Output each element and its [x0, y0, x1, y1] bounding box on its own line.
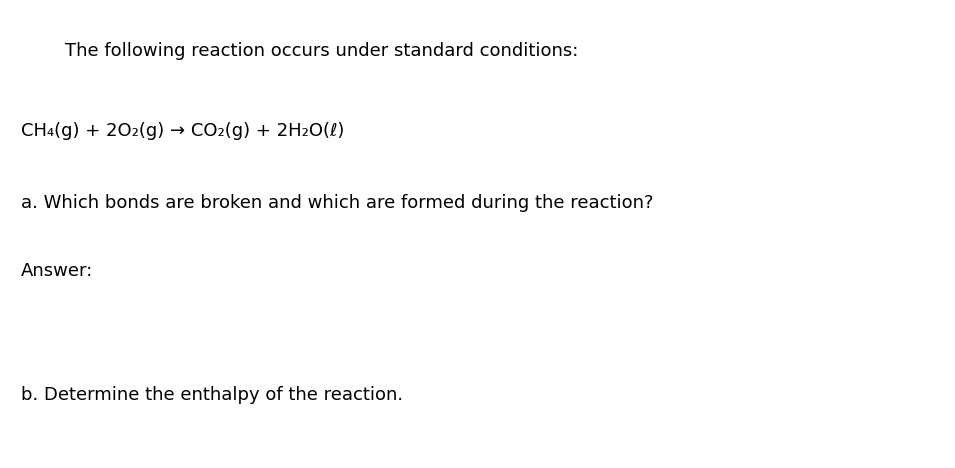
Text: Answer:: Answer: — [21, 262, 94, 280]
Text: CH₄(g) + 2O₂(g) → CO₂(g) + 2H₂O(ℓ): CH₄(g) + 2O₂(g) → CO₂(g) + 2H₂O(ℓ) — [21, 122, 345, 139]
Text: a. Which bonds are broken and which are formed during the reaction?: a. Which bonds are broken and which are … — [21, 194, 653, 212]
Text: b. Determine the enthalpy of the reaction.: b. Determine the enthalpy of the reactio… — [21, 386, 403, 404]
Text: The following reaction occurs under standard conditions:: The following reaction occurs under stan… — [65, 42, 579, 60]
